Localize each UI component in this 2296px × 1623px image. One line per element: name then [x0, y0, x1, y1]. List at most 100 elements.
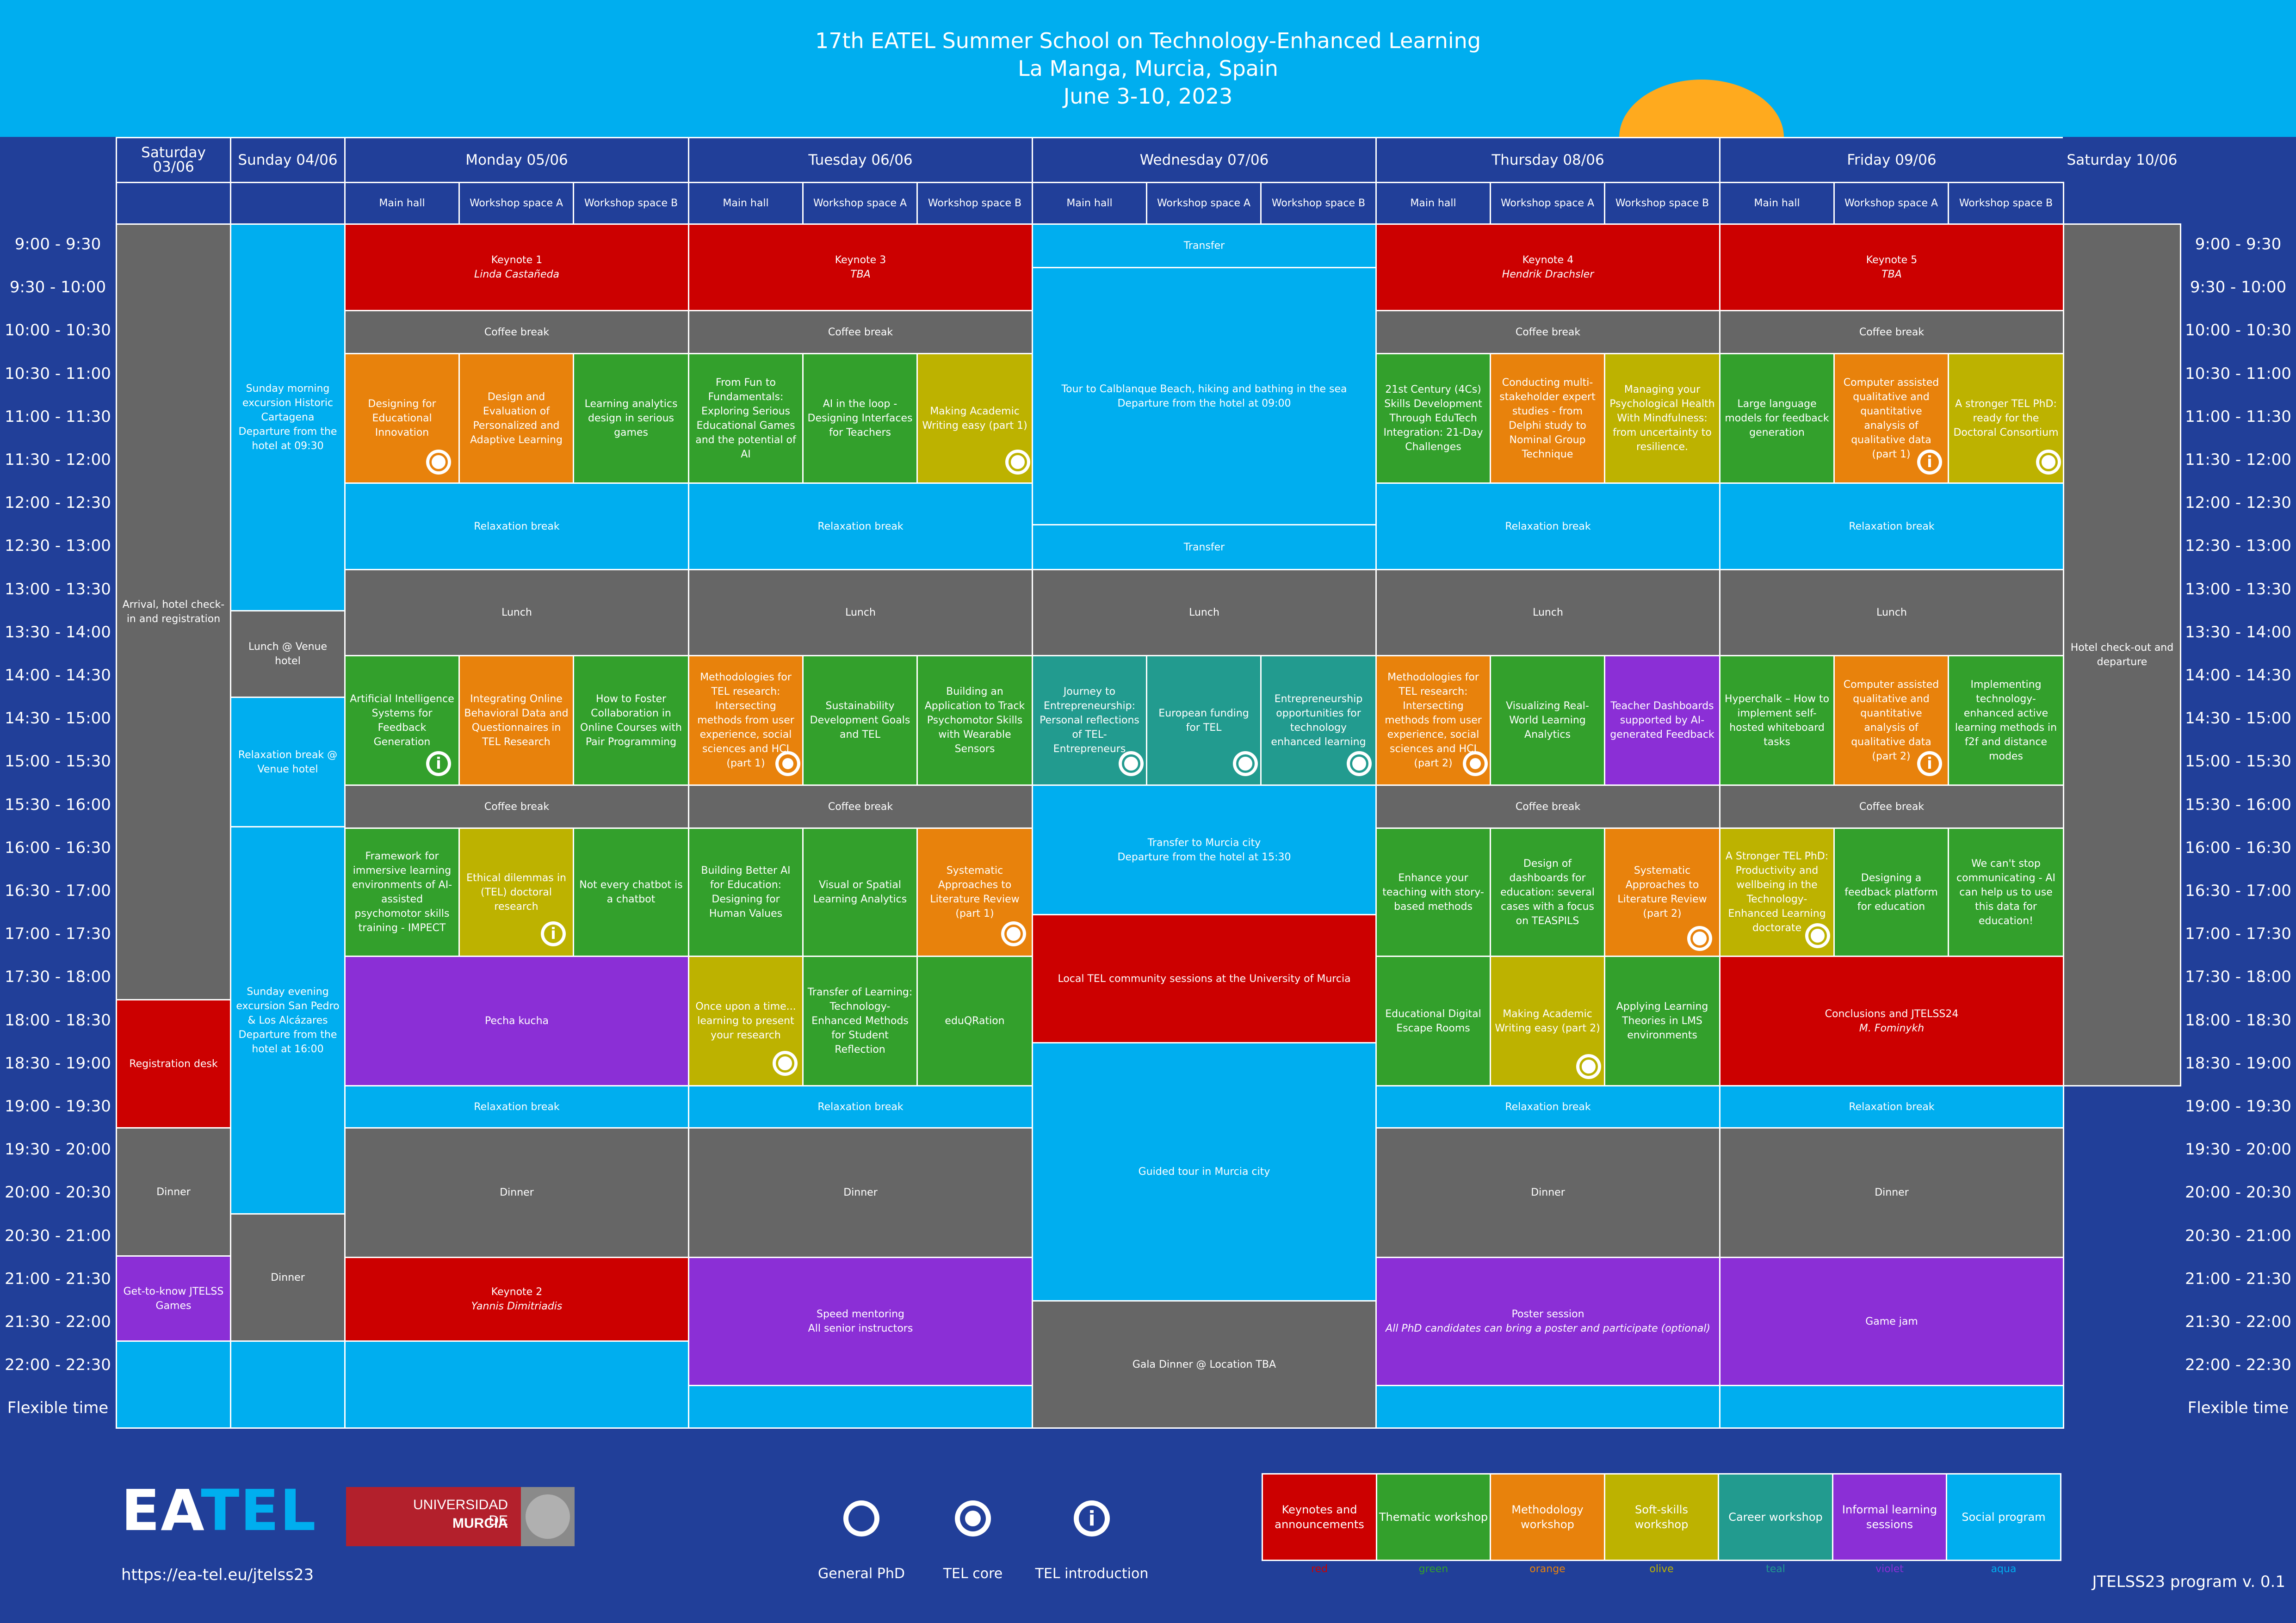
general-phd-marker: [1001, 921, 1026, 946]
event-keynote2[interactable]: Keynote 2 Yannis Dimitriadis: [344, 1257, 689, 1342]
event-workshop[interactable]: Sustainability Development Goals and TEL: [802, 655, 918, 786]
event-workshop[interactable]: Educational Digital Escape Rooms: [1375, 956, 1491, 1086]
event-workshop[interactable]: 21st Century (4Cs) Skills Development Th…: [1375, 353, 1491, 484]
event-relaxation[interactable]: Relaxation break: [344, 1085, 689, 1129]
event-registration-desk[interactable]: Registration desk: [116, 999, 231, 1129]
event-workshop[interactable]: Conducting multi-stakeholder expert stud…: [1490, 353, 1605, 484]
event-workshop[interactable]: Teacher Dashboards supported by AI-gener…: [1604, 655, 1720, 786]
event-workshop[interactable]: Managing your Psychological Health With …: [1604, 353, 1720, 484]
event-workshop[interactable]: How to Foster Collaboration in Online Co…: [573, 655, 689, 786]
event-workshop[interactable]: We can't stop communicating - AI can hel…: [1948, 827, 2064, 957]
event-workshop[interactable]: Designing a feedback platform for educat…: [1833, 827, 1949, 957]
time-slot-label: 21:00 - 21:30: [5, 1269, 111, 1288]
event-arrival[interactable]: Arrival, hotel check-in and registration: [116, 223, 231, 1000]
event-relaxation[interactable]: Relaxation break: [688, 482, 1033, 570]
event-workshop[interactable]: Computer assisted qualitative and quanti…: [1833, 353, 1949, 484]
event-lunch[interactable]: Lunch: [688, 569, 1033, 656]
event-relaxation[interactable]: Relaxation break: [1719, 1085, 2064, 1129]
event-workshop[interactable]: Design of dashboards for education: seve…: [1490, 827, 1605, 957]
event-workshop[interactable]: Methodologies for TEL research: Intersec…: [1375, 655, 1491, 786]
event-workshop[interactable]: Learning analytics design in serious gam…: [573, 353, 689, 484]
event-transfer[interactable]: Transfer: [1032, 223, 1377, 268]
event-workshop[interactable]: Artificial Intelligence Systems for Feed…: [344, 655, 460, 786]
event-pecha-kucha[interactable]: Pecha kucha: [344, 956, 689, 1086]
event-workshop[interactable]: Applying Learning Theories in LMS enviro…: [1604, 956, 1720, 1086]
event-workshop[interactable]: Visualizing Real-World Learning Analytic…: [1490, 655, 1605, 786]
time-slot-label: 19:30 - 20:00: [2185, 1140, 2291, 1159]
event-workshop[interactable]: Not every chatbot is a chatbot: [573, 827, 689, 957]
event-coffee[interactable]: Coffee break: [344, 310, 689, 354]
keynote-speaker: TBA: [850, 269, 871, 280]
time-slot-label: 9:30 - 10:00: [9, 278, 106, 297]
event-coffee[interactable]: Coffee break: [688, 784, 1033, 829]
day-header-sat2: Saturday 10/06: [2063, 137, 2181, 183]
event-workshop[interactable]: Transfer of Learning: Technology-Enhance…: [802, 956, 918, 1086]
event-gala-dinner[interactable]: Gala Dinner @ Location TBA: [1032, 1300, 1377, 1429]
event-coffee[interactable]: Coffee break: [688, 310, 1033, 354]
event-beach-tour[interactable]: Tour to Calblanque Beach, hiking and bat…: [1032, 267, 1377, 525]
event-dinner[interactable]: Dinner: [1375, 1127, 1720, 1258]
info-icon: i: [544, 925, 563, 943]
event-workshop[interactable]: Implementing technology-enhanced active …: [1948, 655, 2064, 786]
event-workshop[interactable]: Design and Evaluation of Personalized an…: [458, 353, 574, 484]
event-game-jam[interactable]: Game jam: [1719, 1257, 2064, 1386]
event-keynote1[interactable]: Keynote 1 Linda Castañeda: [344, 223, 689, 311]
event-sunday-lunch[interactable]: Lunch @ Venue hotel: [230, 610, 346, 698]
event-workshop[interactable]: From Fun to Fundamentals: Exploring Seri…: [688, 353, 804, 484]
event-coffee[interactable]: Coffee break: [344, 784, 689, 829]
event-workshop[interactable]: Building Better AI for Education: Design…: [688, 827, 804, 957]
event-sunday-relax[interactable]: Relaxation break @ Venue hotel: [230, 697, 346, 827]
event-relaxation[interactable]: Relaxation break: [1375, 482, 1720, 570]
event-dinner-sat[interactable]: Dinner: [116, 1127, 231, 1257]
event-transfer[interactable]: Transfer: [1032, 524, 1377, 570]
event-workshop[interactable]: Building an Application to Track Psychom…: [916, 655, 1033, 786]
event-workshop[interactable]: eduQRation: [916, 956, 1033, 1086]
event-lunch[interactable]: Lunch: [1719, 569, 2064, 656]
event-speed-mentoring[interactable]: Speed mentoring All senior instructors: [688, 1257, 1033, 1386]
event-workshop[interactable]: Large language models for feedback gener…: [1719, 353, 1835, 484]
time-slot-label: 20:00 - 20:30: [2185, 1183, 2291, 1202]
tel-core-marker: [1463, 751, 1488, 776]
event-relaxation[interactable]: Relaxation break: [1719, 482, 2064, 570]
event-workshop[interactable]: Integrating Online Behavioral Data and Q…: [458, 655, 574, 786]
event-relaxation[interactable]: Relaxation break: [688, 1085, 1033, 1129]
time-slot-label: 13:00 - 13:30: [2185, 580, 2291, 599]
program-url[interactable]: https://ea-tel.eu/jtelss23: [121, 1566, 314, 1584]
event-sunday-morning[interactable]: Sunday morning excursion Historic Cartag…: [230, 223, 346, 611]
event-poster-session[interactable]: Poster session All PhD candidates can br…: [1375, 1257, 1720, 1386]
event-career[interactable]: Journey to Entrepreneurship: Personal re…: [1032, 655, 1147, 786]
event-keynote4[interactable]: Keynote 4 Hendrik Drachsler: [1375, 223, 1720, 311]
event-lunch[interactable]: Lunch: [1032, 569, 1377, 656]
event-conclusions[interactable]: Conclusions and JTELSS24 M. Fominykh: [1719, 956, 2064, 1086]
event-workshop[interactable]: Visual or Spatial Learning Analytics: [802, 827, 918, 957]
event-relaxation[interactable]: Relaxation break: [344, 482, 689, 570]
event-keynote3[interactable]: Keynote 3 TBA: [688, 223, 1033, 311]
day-header-thu: Thursday 08/06: [1375, 137, 1720, 183]
event-games[interactable]: Get-to-know JTELSS Games: [116, 1255, 231, 1342]
event-coffee[interactable]: Coffee break: [1375, 310, 1720, 354]
event-dinner[interactable]: Dinner: [688, 1127, 1033, 1258]
event-workshop[interactable]: Hyperchalk – How to implement self-hoste…: [1719, 655, 1835, 786]
event-workshop[interactable]: AI in the loop - Designing Interfaces fo…: [802, 353, 918, 484]
event-coffee[interactable]: Coffee break: [1719, 310, 2064, 354]
university-logo-line2: MURCIA: [452, 1516, 508, 1531]
event-dinner[interactable]: Dinner: [344, 1127, 689, 1258]
event-workshop[interactable]: Enhance your teaching with story-based m…: [1375, 827, 1491, 957]
room-b-wed: Workshop space B: [1260, 182, 1377, 225]
event-local-sessions[interactable]: Local TEL community sessions at the Univ…: [1032, 914, 1377, 1043]
event-murcia-tour[interactable]: Guided tour in Murcia city: [1032, 1042, 1377, 1302]
info-icon: i: [429, 754, 448, 773]
event-lunch[interactable]: Lunch: [344, 569, 689, 656]
event-sunday-dinner[interactable]: Dinner: [230, 1213, 346, 1342]
event-keynote5[interactable]: Keynote 5 TBA: [1719, 223, 2064, 311]
event-sunday-evening[interactable]: Sunday evening excursion San Pedro & Los…: [230, 826, 346, 1215]
event-checkout[interactable]: Hotel check-out and departure: [2063, 223, 2181, 1086]
event-coffee[interactable]: Coffee break: [1719, 784, 2064, 829]
event-transfer-murcia[interactable]: Transfer to Murcia city Departure from t…: [1032, 784, 1377, 915]
event-dinner[interactable]: Dinner: [1719, 1127, 2064, 1258]
event-career[interactable]: Entrepreneurship opportunities for techn…: [1260, 655, 1377, 786]
event-workshop[interactable]: Framework for immersive learning environ…: [344, 827, 460, 957]
event-lunch[interactable]: Lunch: [1375, 569, 1720, 656]
event-coffee[interactable]: Coffee break: [1375, 784, 1720, 829]
event-relaxation[interactable]: Relaxation break: [1375, 1085, 1720, 1129]
